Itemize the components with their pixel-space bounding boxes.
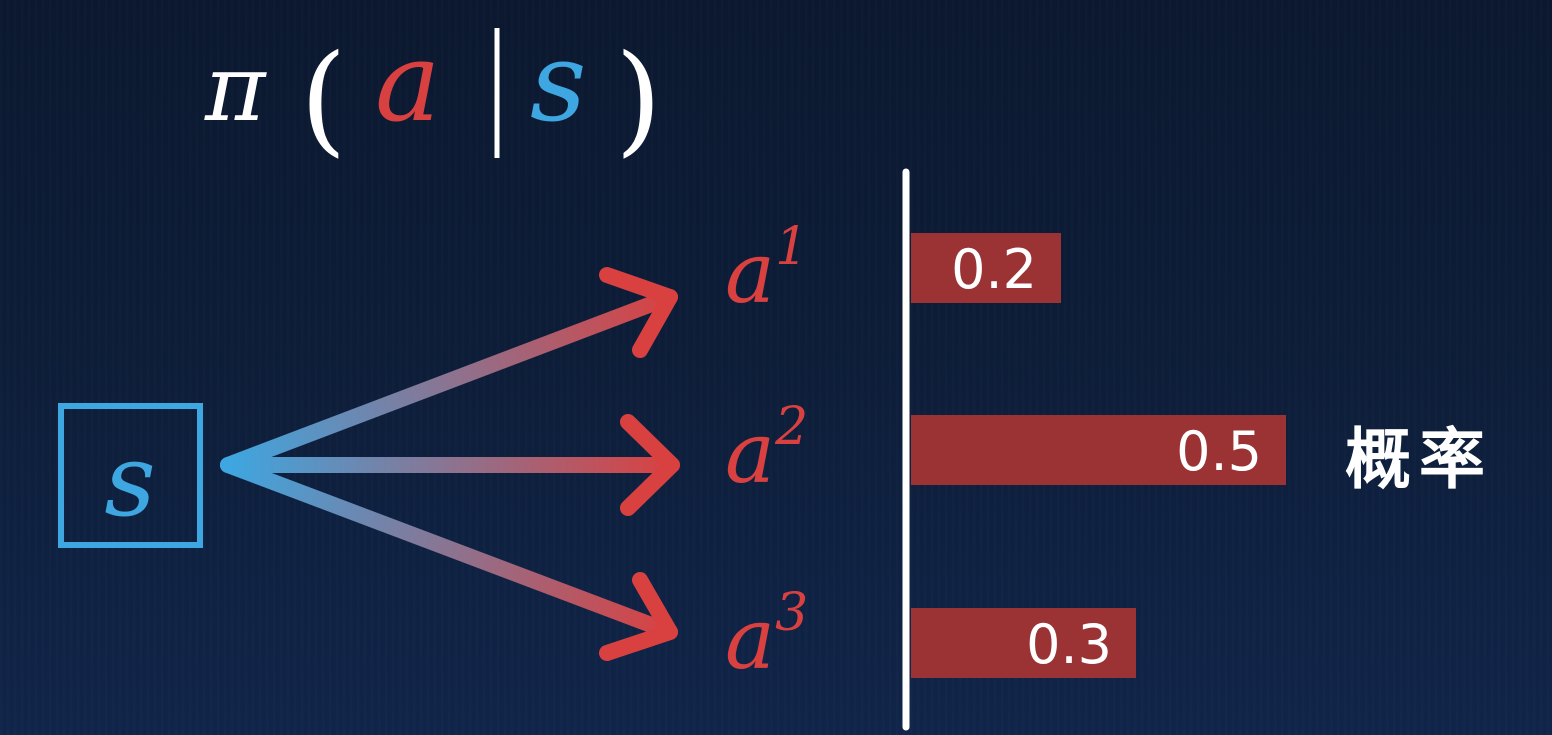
state-label: s [104, 422, 155, 539]
arrow-to-a1 [220, 267, 678, 473]
probability-bar-3 [911, 608, 1136, 678]
formula-open-paren: ( [300, 30, 347, 169]
policy-formula: π ( a s ) [204, 18, 662, 169]
action-a2-sup: 2 [774, 397, 808, 457]
formula-state: s [530, 18, 586, 146]
action-a3-sup: 3 [775, 583, 808, 643]
action-arrows [220, 267, 680, 661]
probability-value-label-1: 0.2 [951, 238, 1037, 301]
state-node: s [58, 403, 203, 548]
state-box [58, 403, 203, 548]
action-label-a2: a2 [725, 397, 808, 502]
probability-bar-2 [911, 415, 1286, 485]
arrow-to-a3 [220, 457, 678, 661]
probability-bars: 0.2 0.5 0.3 [911, 233, 1286, 678]
action-a1-base: a [725, 224, 775, 322]
action-labels: a1 a2 a3 [725, 217, 808, 688]
probability-bar-1 [911, 233, 1061, 303]
formula-pi: π [204, 35, 267, 142]
probability-value-label-3: 0.3 [1026, 613, 1112, 676]
action-label-a3: a3 [725, 583, 808, 688]
probability-value-label-2: 0.5 [1176, 420, 1262, 483]
action-a1-sup: 1 [775, 217, 808, 277]
formula-action: a [375, 18, 441, 146]
action-a2-base: a [725, 404, 775, 502]
formula-close-paren: ) [615, 30, 662, 169]
probability-label: 概率 [1345, 421, 1493, 498]
arrow-to-a2 [220, 414, 680, 516]
action-label-a1: a1 [725, 217, 808, 322]
action-a3-base: a [725, 590, 775, 688]
